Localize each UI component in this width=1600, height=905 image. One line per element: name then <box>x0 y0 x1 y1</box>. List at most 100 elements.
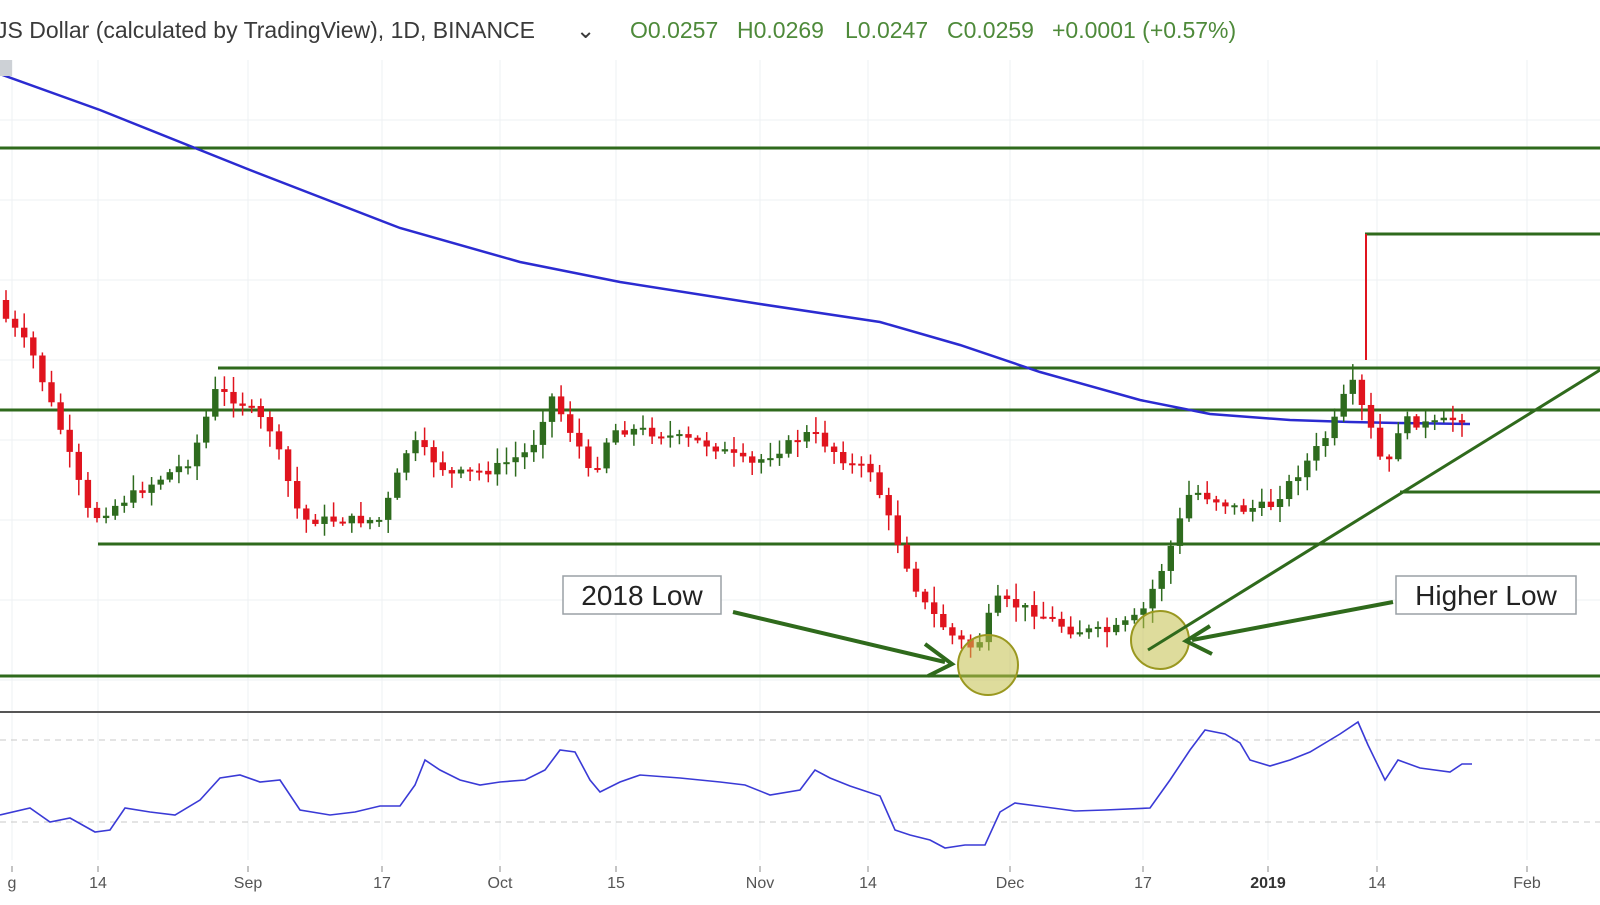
x-tick-label-4: Oct <box>488 875 513 892</box>
candle-body-57 <box>521 452 528 458</box>
candle-body-37 <box>339 521 346 524</box>
x-tick-label-5: 15 <box>607 875 625 892</box>
x-tick-label-2: Sep <box>234 875 263 892</box>
candle-body-139 <box>1267 501 1275 508</box>
candle-body-75 <box>685 434 692 438</box>
candle-body-5 <box>48 382 55 403</box>
candle-body-27 <box>248 405 255 408</box>
candle-body-98 <box>894 515 901 545</box>
candle-body-1 <box>11 318 19 328</box>
candle-body-116 <box>1058 618 1065 627</box>
candle-body-86 <box>785 440 792 454</box>
candle-body-78 <box>712 446 719 452</box>
candle-body-71 <box>648 427 656 437</box>
candle-body-104 <box>949 627 956 636</box>
candle-body-40 <box>366 519 374 524</box>
candle-body-16 <box>148 484 155 493</box>
candle-body-2 <box>21 327 28 338</box>
candle-body-138 <box>1258 501 1265 509</box>
candle-body-55 <box>503 462 510 465</box>
candle-body-112 <box>1022 605 1029 608</box>
candle-body-58 <box>530 444 537 453</box>
candle-body-92 <box>840 451 847 464</box>
x-tick-label-6: Nov <box>746 875 774 892</box>
x-tick-label-1: 14 <box>89 875 107 892</box>
candle-body-121 <box>1103 626 1111 633</box>
x-axis: g 14 Sep 17 Oct 15 Nov 14 Dec 17 2019 14 Feb <box>0 60 1541 892</box>
candle-body-62 <box>567 414 574 433</box>
candle-body-20 <box>184 466 192 469</box>
oscillator-panel <box>0 720 1472 849</box>
candle-body-102 <box>931 602 938 614</box>
candle-body-94 <box>858 463 865 466</box>
oscillator-line <box>0 720 1472 849</box>
candle-body-25 <box>230 391 237 404</box>
candle-body-120 <box>1094 626 1102 629</box>
candle-body-79 <box>721 449 729 452</box>
annotations: 2018 Low Higher Low <box>562 368 1600 696</box>
candle-body-143 <box>1304 460 1311 478</box>
candle-body-49 <box>448 470 456 474</box>
candle-body-22 <box>203 416 210 443</box>
ma-line <box>0 72 1471 426</box>
candle-body-73 <box>667 435 674 438</box>
highlight-2018-low <box>957 634 1019 696</box>
candle-body-125 <box>1140 608 1147 615</box>
candle-body-24 <box>221 389 228 392</box>
candle-body-15 <box>139 490 146 493</box>
candle-body-140 <box>1276 499 1284 508</box>
candle-body-85 <box>776 453 783 459</box>
candle-body-109 <box>994 595 1002 613</box>
x-tick-label-10: 2019 <box>1250 875 1286 892</box>
candle-body-72 <box>658 436 665 439</box>
candle-body-18 <box>166 472 173 480</box>
candle-body-59 <box>539 421 547 445</box>
candle-body-12 <box>112 505 119 516</box>
candle-body-45 <box>412 440 419 454</box>
candle-body-127 <box>1158 570 1165 589</box>
candle-body-67 <box>612 430 619 443</box>
candle-body-155 <box>1413 416 1420 428</box>
candle-body-129 <box>1176 518 1184 546</box>
candle-body-82 <box>749 456 756 463</box>
candle-body-154 <box>1404 416 1411 434</box>
x-tick-label-8: Dec <box>996 875 1024 892</box>
candle-body-68 <box>621 430 628 435</box>
candle-body-56 <box>512 457 519 463</box>
candle-body-117 <box>1067 626 1074 635</box>
candle-body-103 <box>940 613 947 628</box>
candle-body-133 <box>1213 499 1220 503</box>
candle-body-142 <box>1295 477 1302 482</box>
candle-body-152 <box>1386 456 1393 460</box>
highlight-higher-low <box>1130 610 1190 670</box>
candle-body-6 <box>57 402 64 430</box>
candle-body-137 <box>1249 508 1256 512</box>
candle-body-8 <box>75 451 82 480</box>
symbol-dropdown-icon[interactable]: ⌄ <box>576 17 595 43</box>
x-tick-label-3: 17 <box>373 875 391 892</box>
candle-body-52 <box>476 470 483 473</box>
ohlc-close: C0.0259 <box>947 17 1034 43</box>
candle-body-14 <box>130 490 137 503</box>
candle-body-114 <box>1040 616 1047 619</box>
candle-body-44 <box>403 453 410 473</box>
candle-body-153 <box>1395 433 1402 460</box>
candle-body-66 <box>603 442 610 469</box>
candle-body-17 <box>157 479 164 485</box>
candle-body-33 <box>303 508 310 520</box>
candle-body-61 <box>557 396 565 415</box>
candle-body-108 <box>985 612 992 643</box>
annotation-label-0: 2018 Low <box>581 580 703 611</box>
candle-body-157 <box>1431 420 1438 423</box>
candle-body-158 <box>1440 417 1447 421</box>
candle-body-81 <box>739 452 747 457</box>
candle-body-38 <box>348 515 355 524</box>
candle-body-111 <box>1012 599 1020 608</box>
candle-body-32 <box>294 481 301 509</box>
ohlc-high: H0.0269 <box>737 17 824 43</box>
candle-body-35 <box>321 516 328 524</box>
candle-body-13 <box>121 502 128 506</box>
